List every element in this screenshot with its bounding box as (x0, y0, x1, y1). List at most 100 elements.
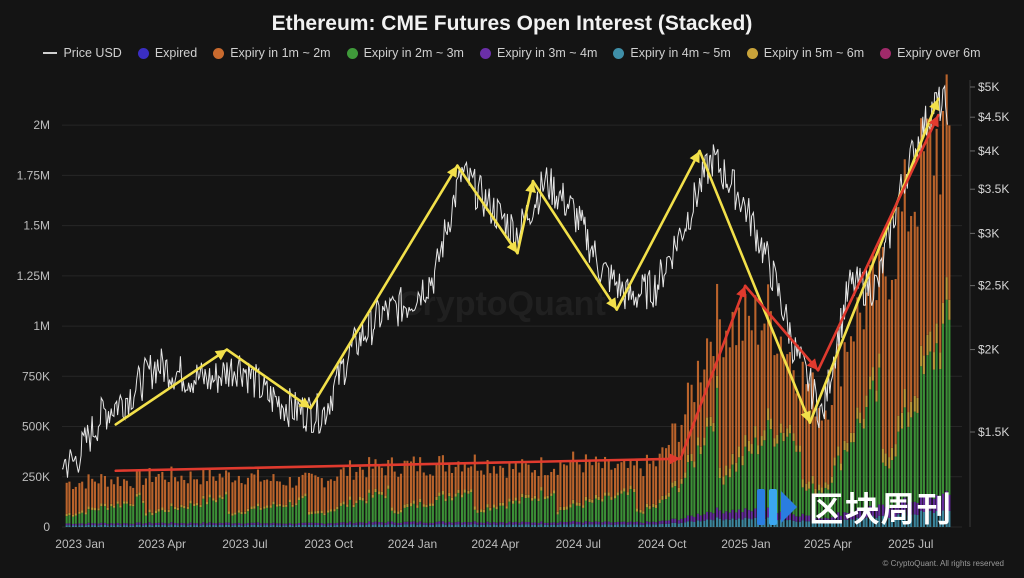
oi-bar-segment (231, 525, 234, 527)
oi-bar-segment (336, 506, 339, 510)
oi-bar-segment (227, 522, 230, 525)
oi-bar-segment (712, 356, 715, 423)
oi-bar-segment (78, 511, 81, 514)
oi-bar-segment (425, 507, 428, 523)
oi-bar-segment (769, 418, 772, 430)
oi-bar-segment (626, 495, 629, 523)
oi-bar-segment (945, 299, 948, 491)
legend-item[interactable]: Expiry over 6m (880, 46, 981, 60)
oi-bar-segment (894, 517, 897, 527)
oi-bar-segment (186, 483, 189, 507)
x-tick-label: 2023 Oct (304, 537, 353, 551)
legend-item[interactable]: Expiry in 1m ~ 2m (213, 46, 331, 60)
oi-bar-segment (792, 514, 795, 521)
oi-bar-segment (792, 370, 795, 434)
legend-item[interactable]: Expiry in 4m ~ 5m (613, 46, 731, 60)
oi-bar-segment (818, 517, 821, 523)
oi-bar-segment (693, 402, 696, 462)
oi-bar-segment (521, 524, 524, 527)
oi-bar-segment (234, 480, 237, 513)
oi-bar-segment (582, 505, 585, 508)
oi-bar-segment (266, 523, 269, 526)
oi-bar-segment (629, 458, 632, 486)
oi-bar-segment (384, 495, 387, 499)
oi-bar-segment (189, 503, 192, 523)
oi-bar-segment (72, 489, 75, 515)
oi-bar-segment (476, 512, 479, 523)
oi-bar-segment (610, 499, 613, 523)
oi-bar-segment (767, 408, 770, 421)
oi-bar-segment (215, 499, 218, 503)
oi-bar-segment (894, 279, 897, 445)
oi-bar-segment (103, 522, 107, 525)
oi-bar-segment (563, 510, 566, 522)
chart-title: Ethereum: CME Futures Open Interest (Sta… (271, 12, 753, 35)
oi-bar-segment (103, 476, 107, 504)
oi-bar-segment (314, 524, 317, 527)
oi-bar-segment (572, 503, 575, 521)
oi-bar-segment (336, 522, 339, 525)
oi-bar-segment (346, 475, 349, 505)
oi-bar-segment (932, 352, 935, 370)
oi-bar-segment (677, 492, 680, 521)
oi-bar-segment (779, 511, 782, 520)
oi-bar-segment (320, 510, 323, 514)
oi-bar-segment (540, 521, 543, 525)
oi-bar-segment (645, 507, 649, 522)
oi-bar-segment (524, 521, 527, 525)
legend-item[interactable]: Expiry in 3m ~ 4m (479, 46, 597, 60)
oi-bar-segment (837, 455, 840, 513)
legend-item[interactable]: Price USD (43, 46, 122, 60)
oi-bar-segment (684, 522, 687, 527)
oi-bar-segment (661, 447, 664, 496)
oi-bar-segment (890, 279, 894, 448)
oi-bar-segment (358, 466, 362, 498)
legend-item[interactable]: Expiry in 2m ~ 3m (346, 46, 464, 60)
legend-item[interactable]: Expired (137, 46, 197, 60)
oi-bar-segment (425, 504, 428, 508)
oi-bar-segment (635, 508, 638, 512)
price-trend-arrow-segment (808, 97, 940, 424)
oi-bar-segment (552, 468, 556, 491)
oi-bar-segment (304, 493, 307, 497)
oi-bar-segment (151, 515, 154, 524)
oi-bar-segment (199, 507, 202, 524)
oi-bar-segment (154, 476, 158, 511)
oi-bar-segment (856, 517, 859, 527)
oi-bar-segment (278, 481, 281, 504)
oi-bar-segment (119, 507, 122, 524)
oi-bar-segment (365, 525, 368, 527)
oi-bar-segment (559, 510, 562, 522)
legend-item[interactable]: Expiry in 5m ~ 6m (746, 46, 864, 60)
oi-bar-segment (623, 459, 626, 489)
oi-bar-segment (878, 367, 881, 505)
oi-bar-segment (801, 361, 804, 480)
oi-bar-segment (575, 461, 578, 503)
oi-bar-segment (623, 524, 626, 527)
oi-bar-segment (642, 524, 645, 527)
oi-bar-segment (900, 514, 904, 527)
oi-bar-segment (285, 525, 288, 527)
oi-bar-segment (212, 500, 215, 523)
oi-bar-segment (639, 522, 642, 525)
oi-bar-segment (533, 495, 536, 499)
oi-bar-segment (444, 498, 447, 502)
oi-bar-segment (492, 504, 495, 508)
oi-bar-segment (718, 467, 721, 479)
oi-bar-segment (93, 525, 96, 527)
oi-bar-segment (84, 525, 87, 527)
oi-bar-segment (419, 502, 422, 522)
oi-bar-segment (556, 474, 559, 512)
oi-bar-segment (218, 524, 221, 527)
oi-bar-segment (830, 482, 833, 518)
oi-bar-segment (227, 472, 230, 512)
oi-bar-segment (565, 524, 568, 527)
oi-bar-segment (639, 509, 642, 513)
oi-bar-segment (234, 514, 237, 524)
oi-bar-segment (820, 518, 823, 523)
y-left-tick-label: 0 (43, 520, 50, 534)
oi-bar-segment (805, 384, 808, 484)
oi-bar-segment (368, 492, 371, 522)
oi-bar-segment (97, 525, 100, 527)
oi-bar-segment (661, 520, 664, 524)
